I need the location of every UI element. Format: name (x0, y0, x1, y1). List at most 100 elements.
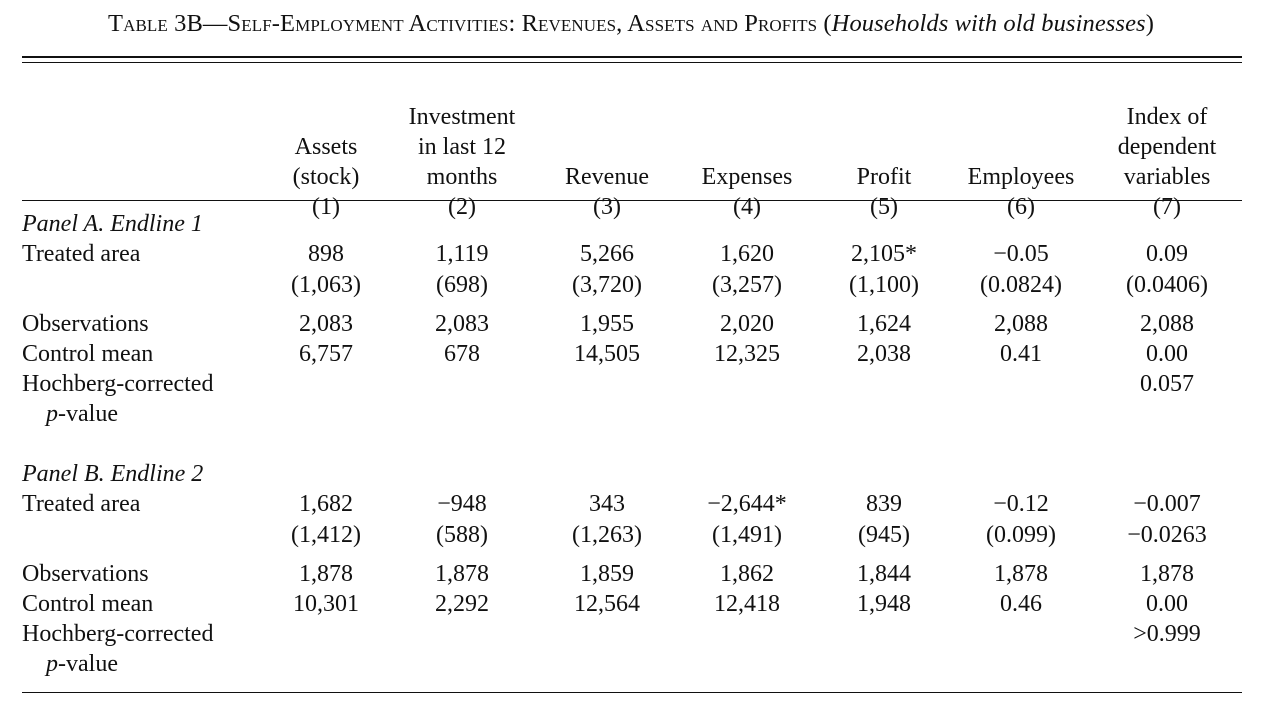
column-header-line (565, 132, 649, 162)
table-row: Hochberg-corrected >0.999 (0, 619, 1262, 649)
column-header-line (409, 72, 516, 102)
table-row: Observations 2,083 2,083 1,955 2,020 1,624 2,0… (0, 309, 1262, 339)
table-cell: (945) (858, 522, 910, 548)
column-number: (7) (1153, 194, 1181, 220)
row-label: p-value (46, 649, 118, 679)
panel-title: Panel A. Endline 1 (22, 211, 203, 237)
table-cell: 1,878 (1140, 561, 1194, 587)
table-cell: 1,878 (994, 561, 1048, 587)
table-number: Table 3B (108, 10, 203, 37)
table-cell: 343 (589, 491, 625, 517)
column-header: Assets (stock) (1) (293, 72, 360, 222)
column-header-line (857, 132, 912, 162)
table-row: Observations 1,878 1,878 1,859 1,862 1,844 1,8… (0, 559, 1262, 589)
table-cell: 0.00 (1146, 591, 1188, 617)
column-header-line (702, 102, 793, 132)
table-cell: (0.099) (986, 522, 1056, 548)
p-value-suffix: -value (58, 651, 118, 677)
table-cell: (1,491) (712, 522, 782, 548)
column-header-line (293, 72, 360, 102)
table-cell: 2,038 (857, 341, 911, 367)
table-row: p-value (0, 399, 1262, 429)
column-header-line (968, 72, 1075, 102)
column-header-line (1118, 72, 1217, 102)
column-header: Employees (6) (968, 72, 1075, 222)
column-header-line: Index of (1126, 104, 1208, 130)
column-header: Index of dependent variables (7) (1118, 72, 1217, 222)
table-row: p-value (0, 649, 1262, 679)
column-header-line (565, 102, 649, 132)
table-cell: 898 (308, 241, 344, 267)
table-cell: 839 (866, 491, 902, 517)
table-cell: (1,063) (291, 272, 361, 298)
header-rule (22, 200, 1242, 201)
table-cell: 6,757 (299, 341, 353, 367)
column-header-line: dependent (1117, 134, 1217, 160)
table-cell: (0.0406) (1126, 272, 1208, 298)
column-header-line (968, 132, 1075, 162)
column-number: (6) (1007, 194, 1035, 220)
table-cell: (3,720) (572, 272, 642, 298)
table-cell: (588) (436, 522, 488, 548)
table-row: Hochberg-corrected 0.057 (0, 369, 1262, 399)
table-cell: −0.007 (1133, 491, 1201, 517)
column-header-line: variables (1123, 164, 1211, 190)
table-cell: 12,418 (714, 591, 780, 617)
table-cell: 1,624 (857, 311, 911, 337)
table-cell: 2,020 (720, 311, 774, 337)
column-number: (4) (733, 194, 761, 220)
table-cell: 1,682 (299, 491, 353, 517)
table-cell: −2,644* (707, 491, 787, 517)
table-cell: >0.999 (1133, 621, 1201, 647)
row-label: p-value (46, 399, 118, 429)
column-header-line: months (426, 164, 498, 190)
column-header-line: Revenue (565, 164, 649, 190)
table-cell: 2,292 (435, 591, 489, 617)
table-cell: −948 (437, 491, 487, 517)
table-cell: 1,862 (720, 561, 774, 587)
column-header: Expenses (4) (702, 72, 793, 222)
table-cell: 0.41 (1000, 341, 1042, 367)
column-header-line (565, 72, 649, 102)
column-header-line: Expenses (701, 164, 793, 190)
table-caption: Table 3B—Self-Employment Activities: Rev… (108, 10, 1154, 37)
column-header-line: Investment (408, 104, 516, 130)
table-row: (1,412) (588) (1,263) (1,491) (945) (0.099) −0… (0, 520, 1262, 550)
table-cell: (1,412) (291, 522, 361, 548)
table-cell: 1,119 (435, 241, 489, 267)
column-header: Revenue (3) (565, 72, 649, 222)
table-cell: −0.05 (993, 241, 1049, 267)
table-cell: (3,257) (712, 272, 782, 298)
table-cell: 14,505 (574, 341, 640, 367)
column-header: Profit (5) (857, 72, 912, 222)
p-letter: p (46, 401, 58, 427)
table-cell: 2,083 (435, 311, 489, 337)
column-header-line (702, 72, 793, 102)
table-cell: 2,105* (851, 241, 917, 267)
table-cell: 5,266 (580, 241, 634, 267)
row-label: Hochberg-corrected (22, 371, 214, 397)
table-cell: −0.12 (993, 491, 1049, 517)
table-cell: (1,263) (572, 522, 642, 548)
row-label: Hochberg-corrected (22, 621, 214, 647)
column-number: (3) (593, 194, 621, 220)
column-header-line: Assets (294, 134, 358, 160)
table-row: (1,063) (698) (3,720) (3,257) (1,100) (0.0824… (0, 270, 1262, 300)
table-cell: 1,948 (857, 591, 911, 617)
top-rule-1 (22, 56, 1242, 58)
table-cell: 12,325 (714, 341, 780, 367)
table-cell: 0.09 (1146, 241, 1188, 267)
bottom-rule (22, 692, 1242, 693)
table-cell: 678 (444, 341, 480, 367)
table-title: Self-Employment Activities: Revenues, As… (227, 10, 818, 37)
column-number: (1) (312, 194, 340, 220)
column-header-line (857, 72, 912, 102)
table-cell: 1,844 (857, 561, 911, 587)
table-cell: 12,564 (574, 591, 640, 617)
table-cell: 0.00 (1146, 341, 1188, 367)
table-cell: 1,878 (299, 561, 353, 587)
column-number: (5) (870, 194, 898, 220)
table-cell: (0.0824) (980, 272, 1062, 298)
column-header-line: Profit (856, 164, 912, 190)
column-header: Investment in last 12 months (2) (409, 72, 516, 222)
